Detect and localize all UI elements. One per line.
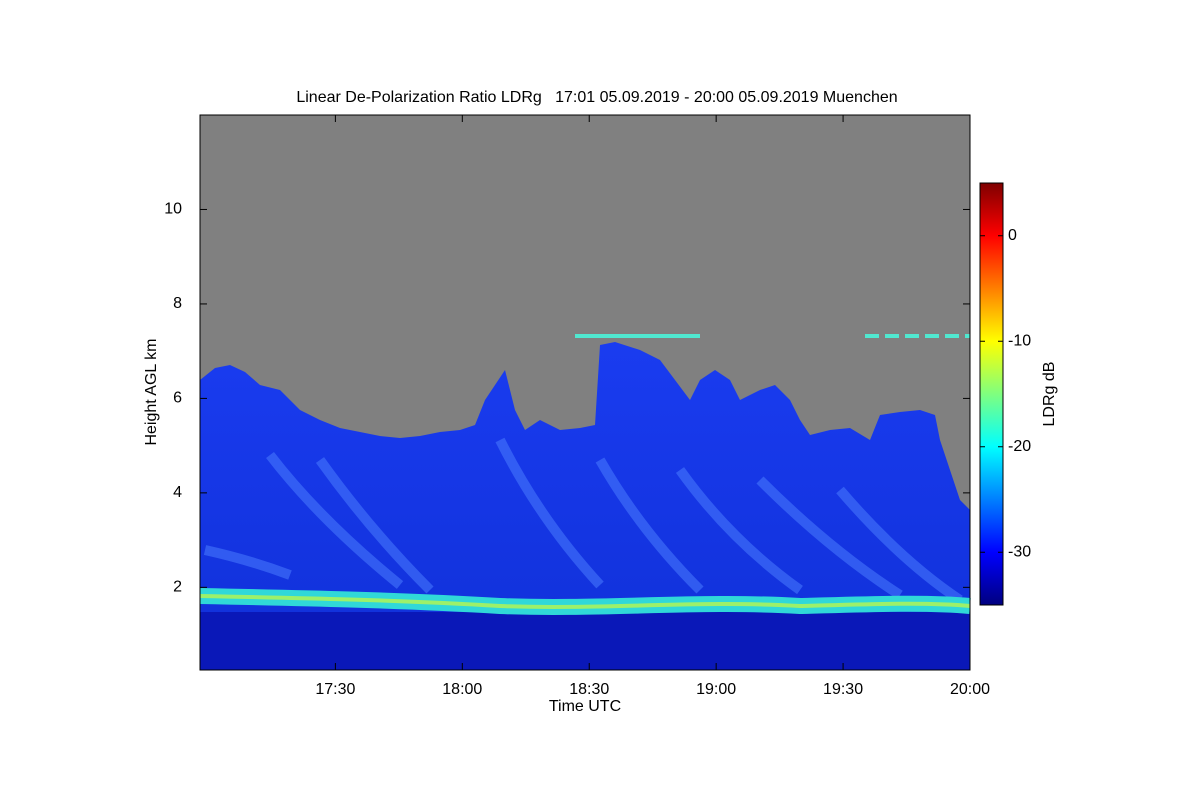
x-tick-label: 18:00 <box>442 681 482 698</box>
colorbar-tick-label: -30 <box>1008 543 1031 560</box>
y-tick-label: 8 <box>173 295 182 312</box>
x-tick-label: 19:00 <box>696 681 736 698</box>
plot-frame <box>199 114 971 671</box>
fall-streaks <box>203 437 963 605</box>
lower-layer <box>200 612 970 670</box>
boundary-layer-core <box>199 594 971 609</box>
x-axis-label: Time UTC <box>549 698 621 715</box>
colorbar-tick-label: 0 <box>1008 227 1017 244</box>
colorbar <box>979 182 1004 606</box>
colorbar-label: LDRg dB <box>1041 362 1058 427</box>
y-axis-label: Height AGL km <box>143 338 160 445</box>
y-tick-label: 4 <box>173 484 182 501</box>
x-tick-label: 18:30 <box>569 681 609 698</box>
x-tick-label: 20:00 <box>950 681 990 698</box>
signal-area <box>200 342 970 670</box>
y-tick-label: 2 <box>173 579 182 596</box>
colorbar-tick-label: -10 <box>1008 332 1031 349</box>
y-tick-label: 10 <box>164 201 182 218</box>
plot-background <box>199 115 971 670</box>
colorbar-tick-label: -20 <box>1008 438 1031 455</box>
x-tick-label: 19:30 <box>823 681 863 698</box>
x-tick-label: 17:30 <box>315 681 355 698</box>
y-tick-label: 6 <box>173 390 182 407</box>
chart-title: Linear De-Polarization Ratio LDRg 17:01 … <box>296 89 897 106</box>
